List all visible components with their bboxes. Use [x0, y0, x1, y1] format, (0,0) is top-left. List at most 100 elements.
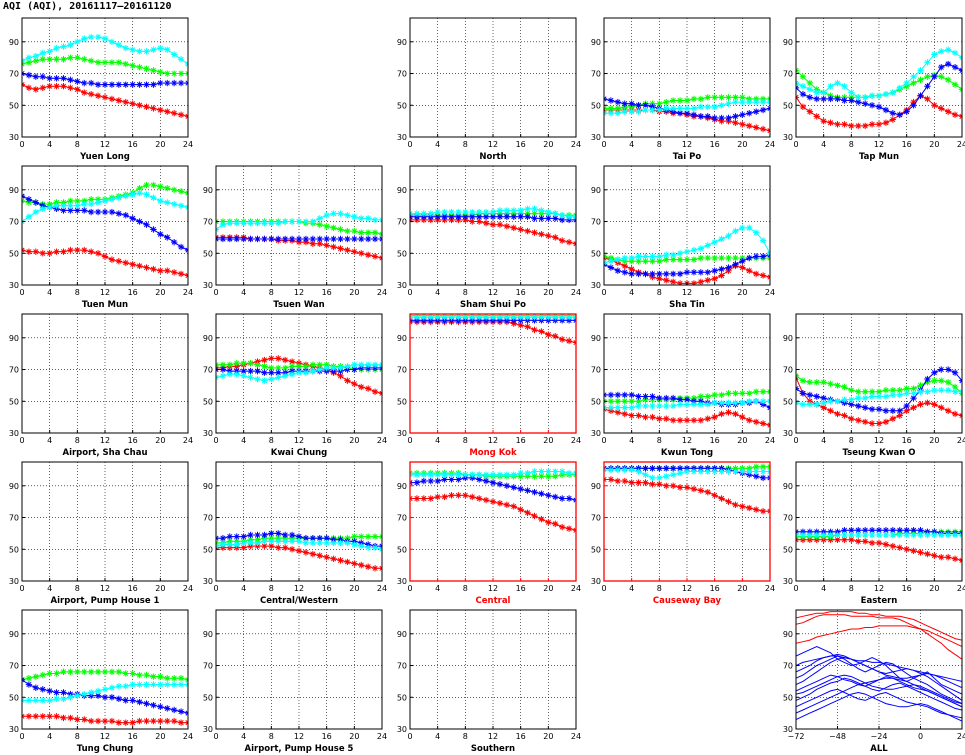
- panel-tai-po-series-1-point: [704, 94, 711, 101]
- panel-eastern-series-0-point: [938, 554, 945, 561]
- panel-tseung-kwan-o-ytick-label: 70: [783, 366, 793, 375]
- panel-tseung-kwan-o-series-3-point: [827, 398, 834, 405]
- panel-sha-tin-series-0-point: [669, 278, 677, 285]
- panel-mong-kok-series-3-point: [565, 314, 573, 321]
- panel-southern-ytick-label: 50: [397, 693, 407, 702]
- panel-sham-shui-po-series-2-point: [496, 213, 504, 220]
- panel-tuen-mun-xtick-label: 0: [19, 288, 24, 297]
- panel-tuen-mun-series-0-point: [122, 259, 129, 266]
- panel-tap-mun-series-0-point: [861, 122, 869, 130]
- panel-central-western-series-0-point: [323, 554, 330, 561]
- panel-tseung-kwan-o-series-2-point: [931, 369, 938, 376]
- panel-eastern-series-3-point: [944, 531, 952, 539]
- panel-kwun-tong-series-0-point: [614, 409, 622, 416]
- panel-tuen-mun-series-0-point: [46, 250, 53, 257]
- panel-yuen-long-series-3-point: [129, 46, 136, 53]
- panel-sha-tin-series-2-point: [704, 269, 711, 276]
- panel-kwai-chung-series-1-point: [261, 363, 268, 370]
- panel-tsuen-wan-series-1-point: [358, 229, 365, 236]
- panel-tai-po-series-3-point: [746, 98, 753, 106]
- panel-yuen-long-series-1-point: [177, 70, 185, 77]
- panel-tuen-mun-series-2-point: [170, 238, 178, 246]
- panel-eastern-series-3-point: [806, 531, 814, 539]
- panel-tai-po-xtick-label: 8: [657, 140, 662, 149]
- panel-tuen-mun-series-0-point: [164, 267, 171, 274]
- panel-central-series-3-point: [545, 468, 552, 475]
- panel-sha-tin-series-1-point: [711, 254, 718, 262]
- panel-causeway-bay-series-0-point: [732, 501, 739, 509]
- panel-tai-po-series-3-point: [732, 98, 739, 106]
- panel-all-xtick-label: 24: [957, 732, 965, 741]
- panel-tsuen-wan-series-3-point: [219, 221, 227, 228]
- panel-central-western-series-3-point: [309, 539, 317, 547]
- panel-tai-po-series-2-point: [614, 98, 622, 106]
- panel-sha-tin-xtick-label: 20: [737, 288, 747, 297]
- panel-mong-kok-series-0-point: [545, 331, 552, 338]
- panel-causeway-bay-series-0-point: [642, 479, 649, 486]
- panel-tuen-mun-series-0-point: [53, 248, 60, 255]
- panel-tung-chung-series-0-point: [32, 713, 40, 720]
- panel-central-series-3-point: [496, 471, 504, 478]
- panel-tsuen-wan-series-2-point: [219, 235, 227, 243]
- panel-eastern-series-3-point: [861, 531, 869, 539]
- panel-eastern-series-3-point: [827, 531, 834, 539]
- panel-eastern-series-3-point: [903, 531, 910, 539]
- panel-kwai-chung-series-3-point: [219, 372, 227, 380]
- panel-central-ytick-label: 70: [397, 514, 407, 523]
- panel-kwai-chung-series-3-point: [330, 364, 337, 372]
- panel-kwun-tong-series-1-point: [704, 393, 711, 400]
- panel-sha-tin-series-0-point: [621, 262, 628, 270]
- panel-tap-mun-series-2-point: [882, 106, 890, 114]
- panel-eastern-series-0-point: [841, 536, 848, 543]
- panel-tuen-mun-series-1-point: [74, 197, 81, 205]
- panel-tuen-mun-series-2-point: [32, 199, 40, 206]
- panel-tsuen-wan-series-2-point: [240, 235, 247, 243]
- panel-central-series-2-point: [441, 476, 448, 483]
- panel-kwai-chung-series-2-point: [254, 367, 261, 375]
- panel-yuen-long-series-0-point: [143, 103, 150, 111]
- panel-sha-tin-series-3-point: [683, 248, 691, 255]
- panel-causeway-bay-series-3-point: [752, 468, 760, 475]
- panel-yuen-long-series-1-point: [53, 56, 60, 63]
- panel-tai-po-series-2-point: [690, 111, 698, 118]
- panel-north-xtick-label: 0: [407, 140, 412, 149]
- panel-central-series-3-point: [482, 471, 490, 478]
- panel-central-series-2-point: [448, 476, 455, 483]
- panel-tap-mun-series-1-point: [938, 73, 945, 80]
- panel-yuen-long-series-2-point: [25, 71, 33, 79]
- panel-yuen-long-series-2-point: [32, 73, 40, 80]
- panel-tseung-kwan-o-series-3-point: [910, 390, 917, 397]
- panel-yuen-long-series-1-point: [67, 54, 74, 61]
- panel-tuen-mun-series-3-point: [53, 202, 60, 209]
- panel-central-western-series-0-point: [358, 561, 365, 569]
- panel-tung-chung-series-3-point: [87, 689, 95, 696]
- panel-tap-mun-series-3-point: [889, 89, 897, 96]
- panel-sha-tin-series-1-point: [725, 254, 732, 262]
- panel-mong-kok-series-3-point: [496, 314, 504, 321]
- panel-causeway-bay-xtick-label: 20: [737, 584, 747, 593]
- panel-tung-chung-series-0-point: [164, 717, 171, 725]
- panel-mong-kok-series-3-point: [434, 314, 441, 321]
- panel-central-series-2-point: [545, 492, 552, 499]
- panel-central-xtick-label: 0: [407, 584, 412, 593]
- panel-tseung-kwan-o-series-0-point: [951, 410, 959, 418]
- panel-causeway-bay-series-1-point: [752, 463, 760, 470]
- panel-tung-chung-series-2-point: [122, 697, 129, 704]
- panel-tsuen-wan-series-1-point: [323, 223, 330, 230]
- panel-kwai-chung-series-3-point: [371, 361, 379, 368]
- panel-tuen-mun-series-2-point: [157, 231, 164, 238]
- panel-kwai-chung-xtick-label: 24: [377, 436, 387, 445]
- panel-kwun-tong-series-0-point: [746, 417, 753, 424]
- panel-tseung-kwan-o-series-2-point: [868, 406, 876, 413]
- panel-central-western-series-2-point: [233, 533, 240, 540]
- panel-tung-chung-series-3-point: [94, 687, 102, 695]
- panel-yuen-long-series-3-point: [74, 38, 81, 45]
- panel-tsuen-wan-series-2-point: [281, 235, 289, 243]
- panel-yuen-long-series-0-point: [60, 83, 67, 90]
- panel-yuen-long-series-2-point: [74, 78, 81, 85]
- panel-tai-po-series-2-point: [752, 108, 760, 115]
- panel-central-western-series-3-point: [323, 539, 330, 547]
- panel-eastern-xtick-label: 4: [821, 584, 826, 593]
- panel-kwai-chung-series-0-point: [281, 356, 289, 364]
- panel-kwai-chung-series-0-point: [261, 356, 268, 364]
